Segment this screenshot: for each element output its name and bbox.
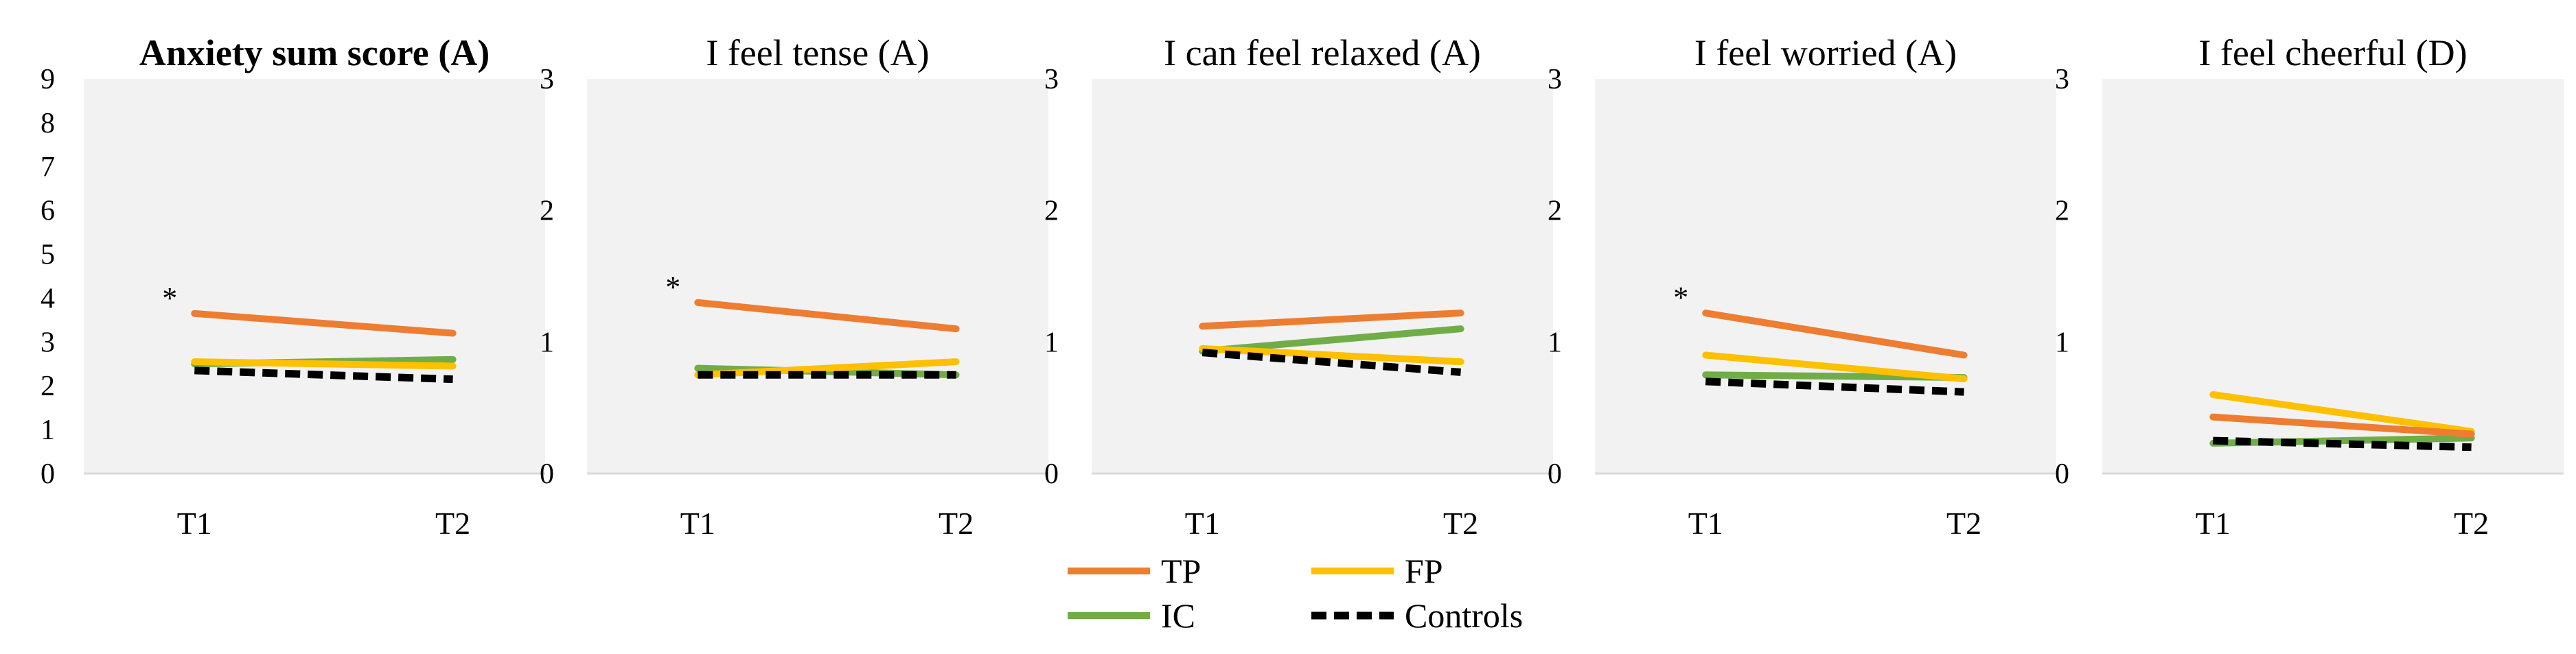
y-tick-label: 1 — [41, 414, 55, 446]
series-line-fp — [694, 358, 960, 379]
y-tick-label: 0 — [1044, 458, 1059, 490]
series-line-tp — [1199, 310, 1464, 330]
y-tick-label: 7 — [41, 152, 55, 183]
y-tick-label: 3 — [1044, 64, 1059, 95]
x-tick-label: T2 — [435, 506, 470, 541]
x-tick-label: T2 — [939, 506, 974, 541]
chart-title: Anxiety sum score (A) — [139, 32, 490, 73]
plot-area — [587, 79, 1048, 474]
series-line-tp — [2209, 413, 2475, 438]
y-tick-label: 4 — [41, 283, 55, 314]
legend-item: FP — [1311, 552, 1443, 590]
significance-marker: * — [1673, 281, 1688, 314]
significance-marker: * — [665, 270, 680, 304]
y-tick-label: 3 — [2055, 64, 2069, 95]
y-tick-label: 1 — [1548, 327, 1562, 358]
legend-label: FP — [1405, 552, 1443, 590]
legend-item: IC — [1068, 596, 1195, 635]
y-tick-label: 2 — [540, 196, 554, 227]
plot-area — [1595, 79, 2056, 474]
legend-item: Controls — [1311, 596, 1523, 635]
series-line-tp — [1702, 310, 1968, 359]
legend-item: TP — [1068, 552, 1201, 590]
chart-title: I feel worried (A) — [1694, 32, 1957, 73]
series-line-fp — [1199, 344, 1464, 366]
legend-label: IC — [1161, 596, 1195, 635]
chart-title: I feel tense (A) — [706, 32, 929, 73]
y-tick-label: 0 — [41, 458, 55, 490]
y-tick-label: 8 — [41, 108, 55, 139]
x-tick-label: T2 — [1443, 506, 1478, 541]
legend-label: Controls — [1405, 596, 1523, 635]
chart-panel: Anxiety sum score (A) 0 1 2 3 4 5 6 7 8 9 T1 T2 * — [41, 32, 545, 541]
x-tick-label: T1 — [1688, 506, 1723, 541]
x-tick-label: T2 — [2454, 506, 2489, 541]
x-tick-label: T1 — [2196, 506, 2231, 541]
chart-panel: I feel tense (A) 0 1 2 3 T1 T2 * — [540, 32, 1048, 541]
chart-panel: I feel cheerful (D) 0 1 2 3 T1 T2 — [2055, 32, 2564, 541]
y-tick-label: 2 — [1548, 196, 1562, 227]
chart-title: I can feel relaxed (A) — [1164, 32, 1481, 73]
y-tick-label: 2 — [41, 371, 55, 402]
series-line-controls — [194, 366, 453, 384]
plot-area — [84, 79, 545, 474]
y-tick-label: 0 — [2055, 458, 2069, 490]
y-tick-label: 1 — [2055, 327, 2069, 358]
series-line-tp — [694, 299, 960, 333]
chart-title: I feel cheerful (D) — [2198, 32, 2467, 73]
y-tick-label: 1 — [540, 327, 554, 358]
y-tick-label: 5 — [41, 240, 55, 271]
series-line-controls — [1705, 377, 1964, 396]
x-tick-label: T1 — [680, 506, 715, 541]
y-tick-label: 9 — [41, 64, 55, 95]
series-line-fp — [1702, 351, 1968, 382]
y-tick-label: 3 — [1548, 64, 1562, 95]
y-tick-label: 3 — [41, 327, 55, 358]
significance-marker: * — [162, 281, 177, 315]
series-line-tp — [191, 310, 457, 337]
chart-panel: I feel worried (A) 0 1 2 3 T1 T2 * — [1548, 32, 2056, 541]
plot-area — [2102, 79, 2564, 474]
y-tick-label: 0 — [1548, 458, 1562, 490]
series-line-ic — [2209, 434, 2475, 447]
y-tick-label: 2 — [1044, 196, 1059, 227]
series-line-controls — [2213, 436, 2472, 452]
y-tick-label: 2 — [2055, 196, 2069, 227]
x-tick-label: T1 — [1185, 506, 1220, 541]
x-tick-label: T2 — [1946, 506, 1981, 541]
legend-label: TP — [1161, 552, 1201, 590]
series-line-fp — [2209, 391, 2475, 435]
x-tick-label: T1 — [177, 506, 212, 541]
y-tick-label: 3 — [540, 64, 554, 95]
y-tick-label: 6 — [41, 196, 55, 227]
series-line-fp — [191, 358, 457, 370]
series-line-controls — [1201, 349, 1462, 376]
y-tick-label: 1 — [1044, 327, 1059, 358]
chart-panel: I can feel relaxed (A) 0 1 2 3 T1 T2 — [1044, 32, 1553, 541]
legend: TP FP IC Controls — [1068, 552, 1523, 635]
plot-area — [1092, 79, 1553, 474]
y-tick-label: 0 — [540, 458, 554, 490]
